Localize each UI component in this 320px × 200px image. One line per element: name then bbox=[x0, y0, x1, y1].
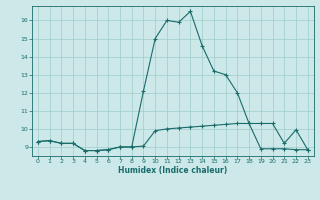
X-axis label: Humidex (Indice chaleur): Humidex (Indice chaleur) bbox=[118, 166, 228, 175]
